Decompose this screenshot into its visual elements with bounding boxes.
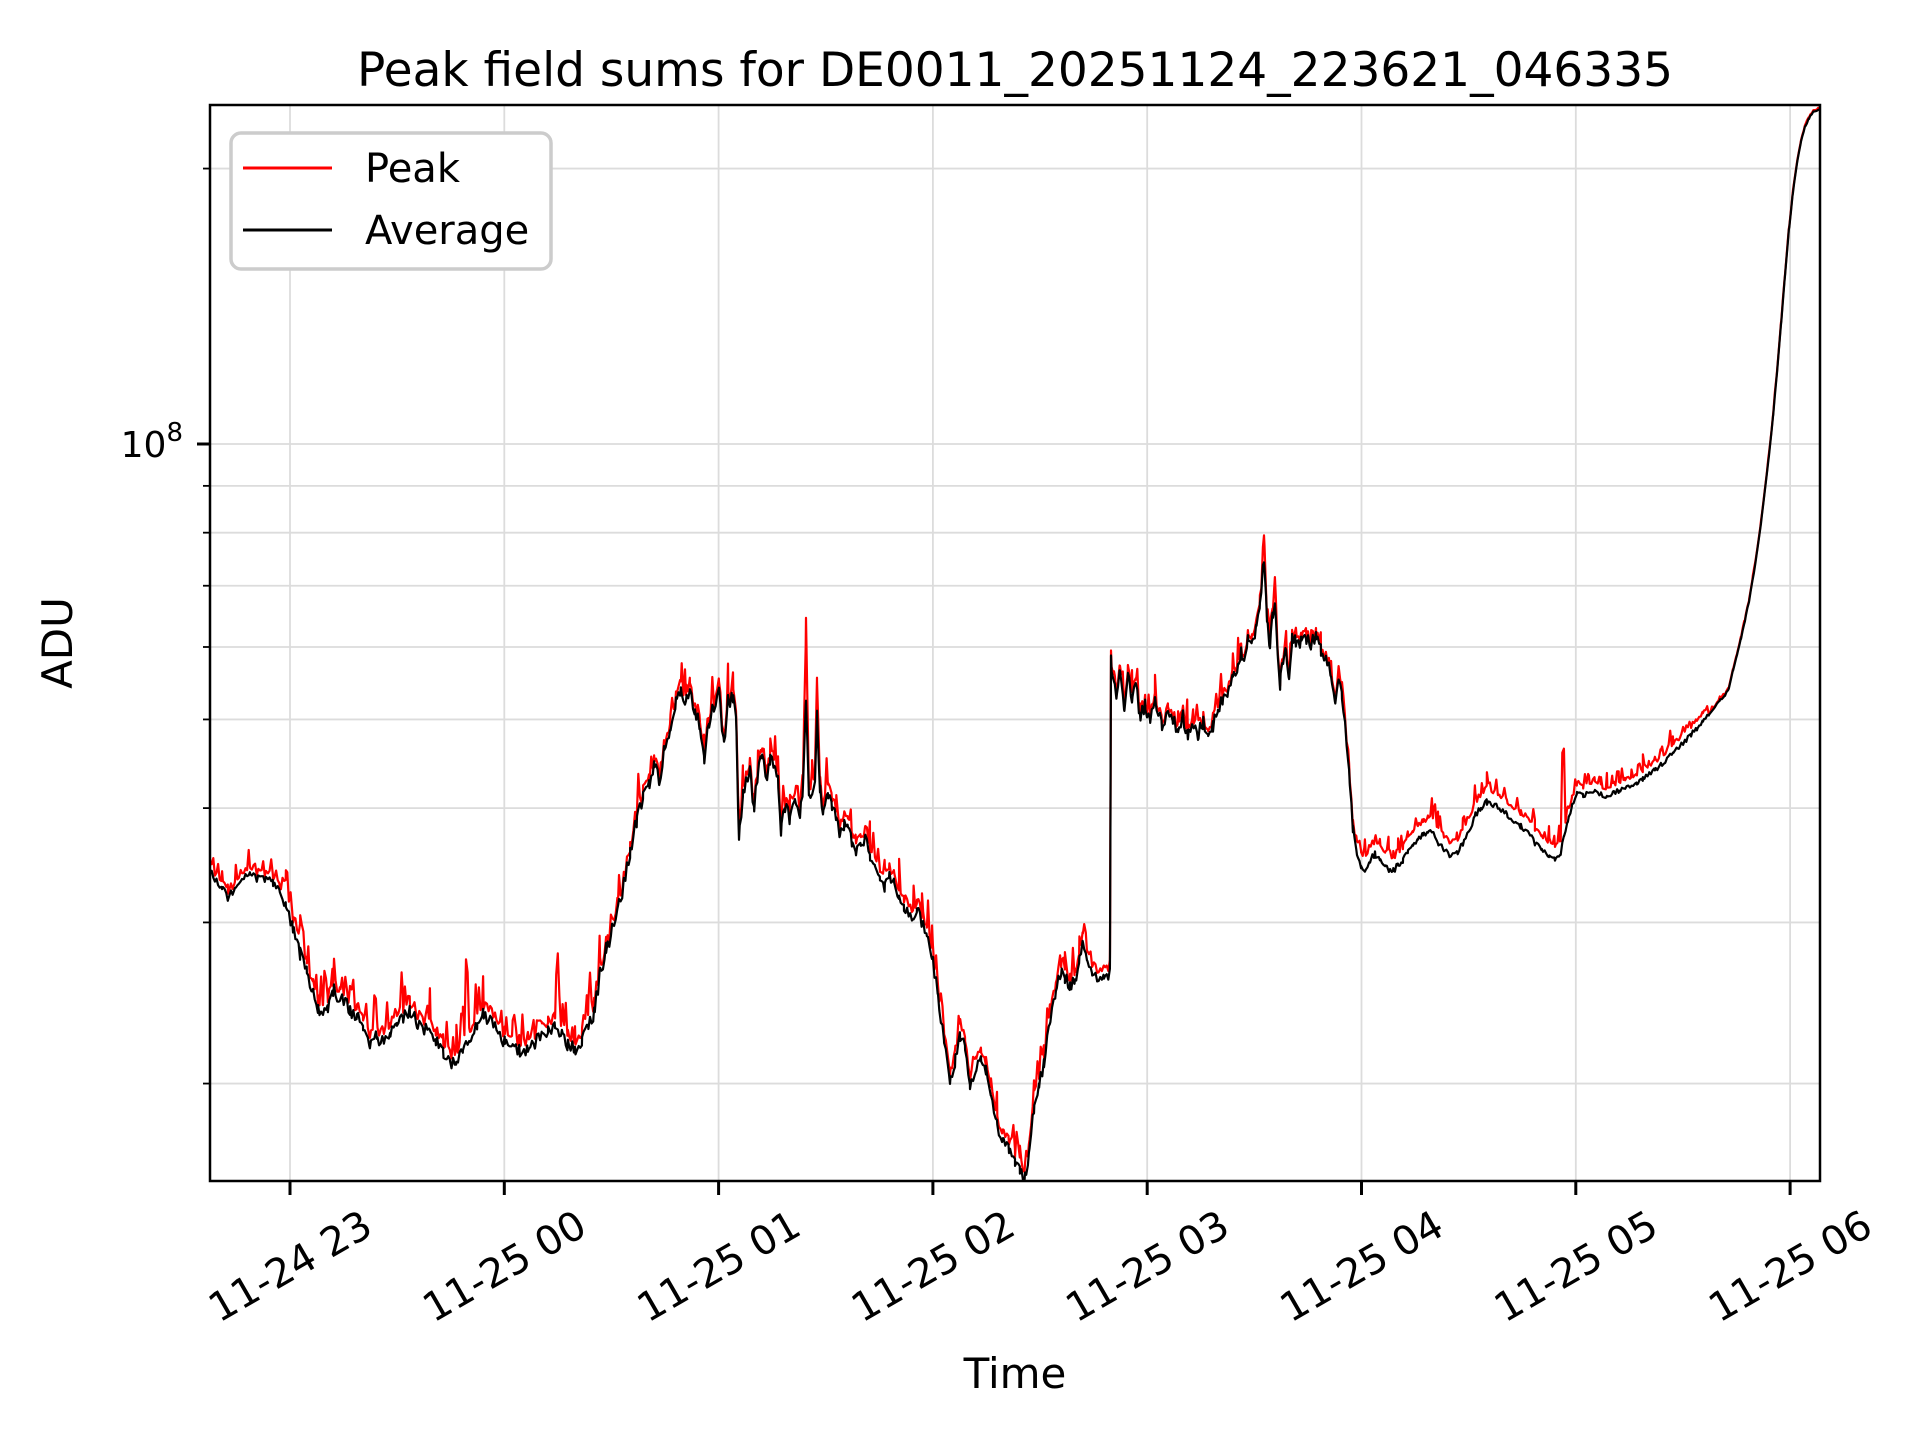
x-tick-label: 11-25 05 [1487,1202,1666,1332]
x-tick-label: 11-25 03 [1058,1202,1237,1332]
legend-label-average: Average [365,208,529,254]
legend-box: Peak Average [229,131,553,271]
legend-entry-average: Average [243,208,529,254]
legend-label-peak: Peak [365,146,461,192]
x-tick-labels: 11-24 23 11-25 00 11-25 01 11-25 02 11-25 03… [201,1202,1880,1332]
axes-layer [197,103,1822,1195]
y-axis-label: ADU [33,597,82,689]
series-average-line [210,108,1820,1181]
y-tick-mantissa: 10 [121,425,167,466]
x-tick-label: 11-25 01 [630,1202,809,1332]
y-tick-exponent: 8 [166,418,183,448]
series-layer [210,106,1820,1181]
plot-spines [208,103,1822,1183]
x-tick-label: 11-24 23 [201,1202,380,1332]
chart-title: Peak field sums for DE0011_20251124_2236… [357,43,1673,98]
x-tick-label: 11-25 06 [1701,1202,1880,1332]
x-axis-label: Time [963,1349,1067,1398]
x-tick-label: 11-25 00 [415,1202,594,1332]
y-tick-label-1e8: 108 [121,418,183,466]
legend-entry-peak: Peak [243,146,461,192]
x-tick-label: 11-25 02 [844,1202,1023,1332]
x-tick-label: 11-25 04 [1273,1202,1452,1332]
grid-layer [210,105,1820,1181]
